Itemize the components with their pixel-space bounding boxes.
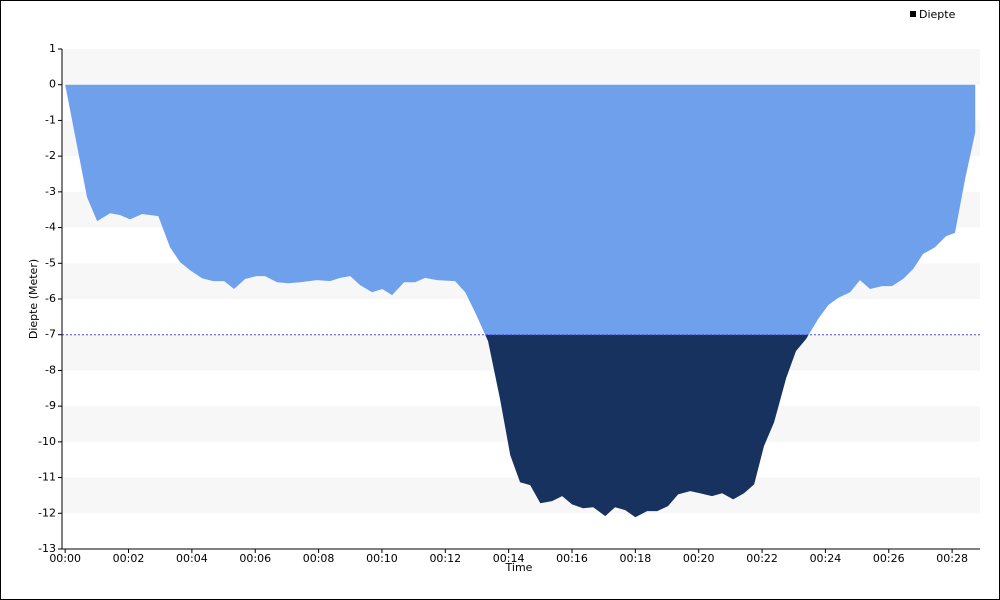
x-tick-label: 00:18 xyxy=(620,552,652,565)
background-stripe xyxy=(62,477,980,514)
y-tick-label: -10 xyxy=(38,435,56,448)
y-tick-label: -9 xyxy=(45,399,56,412)
y-tick-label: -13 xyxy=(38,542,56,555)
area-above-threshold xyxy=(65,84,976,335)
x-tick-label: 00:26 xyxy=(873,552,905,565)
x-tick-label: 00:28 xyxy=(936,552,968,565)
area-below-threshold xyxy=(485,334,809,518)
y-tick-label: -12 xyxy=(38,506,56,519)
x-tick-label: 00:20 xyxy=(683,552,715,565)
y-tick-label: 0 xyxy=(49,78,56,91)
y-tick-label: -4 xyxy=(45,221,56,234)
y-tick-label: -8 xyxy=(45,363,56,376)
x-tick-label: 00:14 xyxy=(493,552,525,565)
x-tick-label: 00:12 xyxy=(429,552,461,565)
y-tick-label: -3 xyxy=(45,185,56,198)
legend-marker xyxy=(910,11,916,17)
x-tick-label: 00:16 xyxy=(556,552,588,565)
x-tick-label: 00:06 xyxy=(239,552,271,565)
x-tick-label: 00:08 xyxy=(303,552,335,565)
x-tick-label: 00:04 xyxy=(176,552,208,565)
y-tick-label: -6 xyxy=(45,292,56,305)
x-tick-label: 00:02 xyxy=(113,552,145,565)
y-axis-label: Diepte (Meter) xyxy=(27,259,40,339)
x-tick-label: 00:22 xyxy=(746,552,778,565)
x-tick-label: 00:00 xyxy=(49,552,81,565)
x-axis-label: Time xyxy=(505,561,533,574)
y-tick-label: -1 xyxy=(45,113,56,126)
y-tick-label: -2 xyxy=(45,149,56,162)
x-tick-label: 00:24 xyxy=(810,552,842,565)
y-tick-label: -5 xyxy=(45,256,56,269)
y-tick-label: -7 xyxy=(45,328,56,341)
legend-label: Diepte xyxy=(919,8,956,21)
y-tick-label: 1 xyxy=(49,42,56,55)
y-tick-label: -11 xyxy=(38,471,56,484)
x-tick-label: 00:10 xyxy=(366,552,398,565)
background-stripe xyxy=(62,49,980,85)
